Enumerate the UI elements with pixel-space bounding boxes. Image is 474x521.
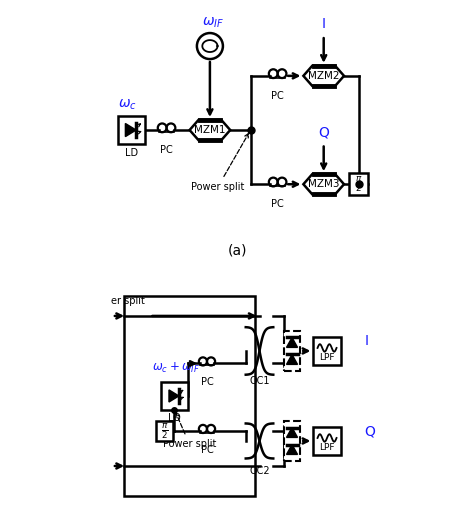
Text: PC: PC (160, 145, 173, 155)
Polygon shape (303, 66, 344, 86)
Text: OC2: OC2 (249, 466, 270, 476)
Text: $\frac{\pi}{2}$: $\frac{\pi}{2}$ (161, 421, 168, 441)
Text: PC: PC (271, 199, 284, 209)
Polygon shape (286, 428, 298, 438)
Polygon shape (190, 120, 230, 140)
FancyBboxPatch shape (313, 337, 341, 365)
Text: MZM2: MZM2 (308, 71, 339, 81)
FancyBboxPatch shape (161, 382, 188, 410)
Text: $\omega_c+\omega_{IF}$: $\omega_c+\omega_{IF}$ (152, 361, 200, 375)
Text: $\omega_{IF}$: $\omega_{IF}$ (201, 16, 224, 30)
Text: LPF: LPF (319, 353, 335, 363)
Text: PC: PC (201, 445, 213, 455)
Text: Power split: Power split (163, 414, 216, 449)
Text: Q: Q (318, 126, 329, 140)
Text: PC: PC (201, 377, 213, 387)
Polygon shape (303, 174, 344, 194)
Polygon shape (126, 123, 136, 137)
Text: $\omega_c$: $\omega_c$ (118, 98, 137, 113)
FancyBboxPatch shape (125, 296, 255, 496)
Polygon shape (286, 338, 298, 348)
Polygon shape (286, 354, 298, 364)
Text: Power split: Power split (191, 134, 248, 192)
Polygon shape (169, 390, 179, 402)
FancyBboxPatch shape (118, 117, 145, 144)
FancyBboxPatch shape (284, 421, 300, 461)
Text: I: I (322, 17, 326, 31)
FancyBboxPatch shape (156, 421, 173, 441)
Text: I: I (365, 334, 369, 349)
Text: Q: Q (365, 425, 375, 439)
Text: PC: PC (271, 91, 284, 101)
Polygon shape (286, 444, 298, 454)
FancyBboxPatch shape (284, 331, 300, 371)
Text: MZM3: MZM3 (308, 179, 339, 189)
Text: LD: LD (125, 147, 138, 158)
Text: (a): (a) (227, 243, 247, 257)
Text: MZM1: MZM1 (194, 125, 226, 135)
Text: LO: LO (168, 414, 181, 424)
Text: LPF: LPF (319, 443, 335, 452)
Text: OC1: OC1 (249, 376, 270, 386)
FancyBboxPatch shape (349, 173, 368, 195)
FancyBboxPatch shape (313, 427, 341, 455)
Text: er split: er split (111, 296, 145, 306)
Text: $\frac{\pi}{2}$: $\frac{\pi}{2}$ (355, 175, 363, 194)
